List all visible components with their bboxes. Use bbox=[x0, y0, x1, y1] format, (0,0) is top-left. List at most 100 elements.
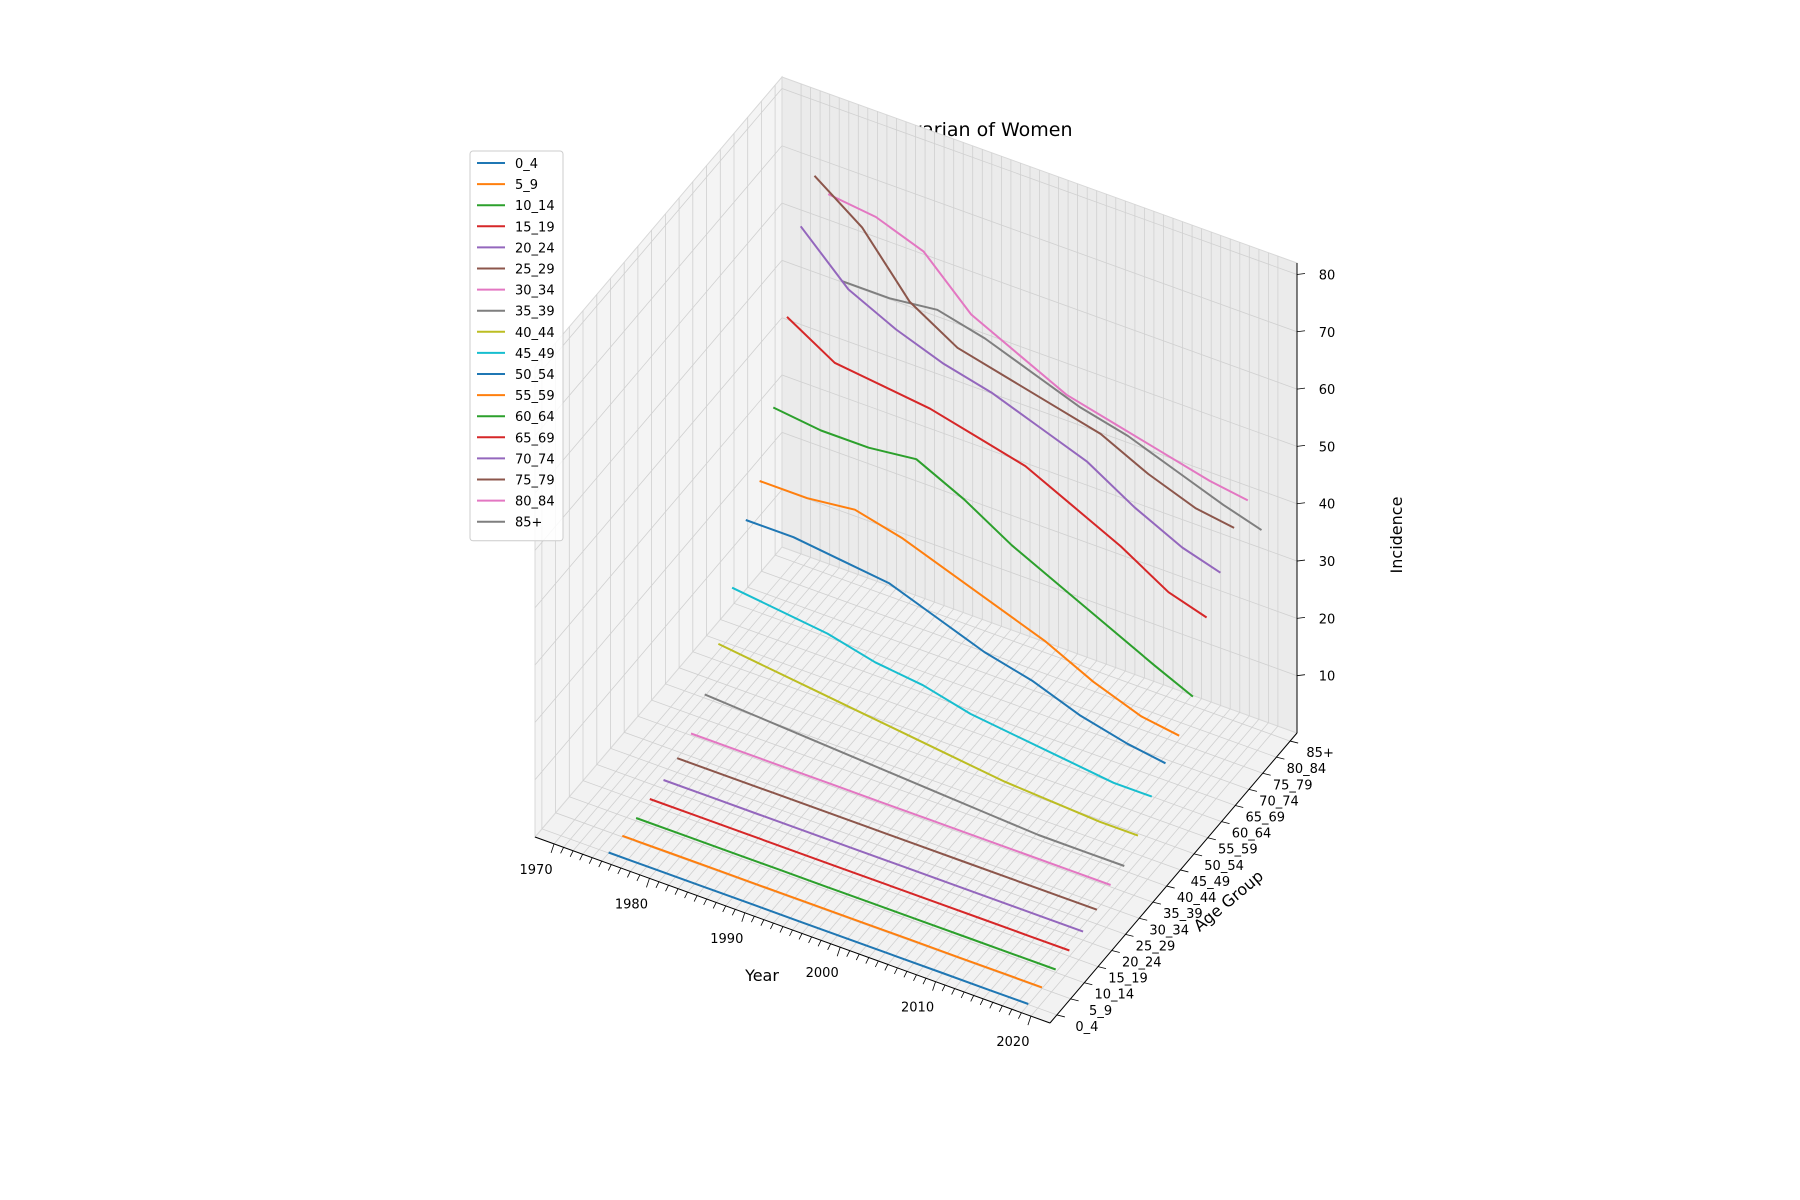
year-grid-line bbox=[677, 128, 926, 889]
legend-label: 60_64 bbox=[515, 410, 555, 425]
age-grid-line bbox=[692, 181, 1208, 839]
x-tick-mark bbox=[884, 964, 889, 971]
year-grid-line bbox=[992, 242, 1241, 1003]
series-line-35_39 bbox=[704, 693, 1125, 867]
series-line-80_84 bbox=[827, 193, 1249, 502]
year-grid-line bbox=[868, 197, 1117, 958]
year-grid-line bbox=[849, 190, 1098, 951]
y-tick-label: 0_4 bbox=[1075, 1020, 1098, 1035]
legend-label: 55_59 bbox=[515, 389, 555, 404]
y-tick-label: 40_44 bbox=[1177, 891, 1217, 906]
x-tick-mark bbox=[779, 926, 784, 933]
legend-label: 0_4 bbox=[515, 157, 538, 172]
legend-label: 70_74 bbox=[515, 452, 555, 467]
x-tick-mark bbox=[560, 847, 564, 854]
x-tick-mark bbox=[693, 895, 698, 902]
series-line-55_59 bbox=[759, 480, 1180, 737]
y-tick-label: 20_24 bbox=[1122, 956, 1162, 971]
x-tick-mark bbox=[827, 943, 832, 950]
legend-label: 80_84 bbox=[515, 495, 555, 510]
x-tick-mark bbox=[1018, 1012, 1022, 1019]
series-line-25_29 bbox=[676, 757, 1098, 911]
x-tick-mark bbox=[569, 850, 574, 857]
z-tick-mark bbox=[1296, 559, 1306, 562]
age-grid-line bbox=[623, 262, 1140, 919]
y-tick-label: 10_14 bbox=[1095, 988, 1135, 1003]
age-grid-line bbox=[582, 310, 1099, 967]
x-tick-mark bbox=[579, 854, 584, 861]
z-tick-mark bbox=[1296, 502, 1306, 505]
y-tick-label: 50_54 bbox=[1204, 859, 1244, 874]
z-tick-mark bbox=[1296, 387, 1306, 390]
y-tick-mark bbox=[1248, 789, 1258, 792]
y-tick-label: 55_59 bbox=[1218, 843, 1258, 858]
age-grid-line bbox=[733, 133, 1250, 790]
x-tick-mark bbox=[789, 929, 793, 937]
y-tick-mark bbox=[1097, 966, 1107, 969]
y-tick-label: 35_39 bbox=[1163, 907, 1203, 922]
x-tick-label: 2020 bbox=[996, 1035, 1029, 1050]
axes: 1970198019902000201020200_45_910_1415_19… bbox=[520, 263, 1336, 1050]
legend-box bbox=[469, 150, 564, 542]
year-grid-line bbox=[572, 90, 821, 852]
y-tick-mark bbox=[1193, 853, 1203, 857]
y-tick-mark bbox=[1290, 740, 1299, 744]
y-tick-mark bbox=[1152, 901, 1162, 905]
x-tick-mark bbox=[636, 874, 641, 882]
x-tick-mark bbox=[913, 974, 917, 981]
year-grid-line bbox=[706, 139, 955, 900]
z-tick-label: 20 bbox=[1319, 612, 1336, 627]
year-grid-line bbox=[858, 194, 1107, 955]
x-tick-mark bbox=[989, 1002, 994, 1009]
y-tick-mark bbox=[1070, 998, 1079, 1002]
series-line-0_4 bbox=[608, 851, 1029, 1005]
z-tick-mark bbox=[1296, 616, 1306, 619]
z-tick-label: 70 bbox=[1319, 326, 1336, 341]
y-tick-label: 60_64 bbox=[1232, 827, 1272, 842]
z-tick-label: 40 bbox=[1319, 498, 1336, 513]
series-line-5_9 bbox=[621, 834, 1043, 989]
x-tick-mark bbox=[1027, 1015, 1032, 1026]
year-grid-line bbox=[610, 104, 859, 865]
age-grid-line bbox=[665, 213, 1181, 871]
x-tick-label: 2000 bbox=[806, 966, 839, 981]
x-tick-mark bbox=[617, 867, 622, 875]
y-tick-mark bbox=[1262, 772, 1271, 776]
year-grid-line bbox=[630, 111, 878, 872]
series-line-50_54 bbox=[745, 519, 1166, 765]
year-grid-line bbox=[563, 87, 811, 848]
y-tick-label: 75_79 bbox=[1273, 778, 1313, 793]
series-line-75_79 bbox=[813, 175, 1235, 529]
y-tick-mark bbox=[1166, 885, 1175, 889]
x-tick-label: 1970 bbox=[520, 863, 553, 878]
year-grid-line bbox=[877, 201, 1126, 962]
x-tick-mark bbox=[731, 909, 736, 916]
y-tick-label: 15_19 bbox=[1108, 972, 1148, 987]
x-tick-mark bbox=[817, 940, 822, 947]
legend-label: 75_79 bbox=[515, 474, 555, 489]
x-tick-label: 2010 bbox=[901, 1001, 934, 1016]
year-grid-line bbox=[820, 180, 1069, 941]
z-tick-label: 30 bbox=[1319, 555, 1336, 570]
year-grid-line bbox=[620, 108, 869, 869]
incidence-grid-line bbox=[534, 317, 1298, 608]
incidence-grid-line bbox=[534, 259, 1298, 551]
legend-label: 65_69 bbox=[515, 431, 555, 446]
incidence-grid-line bbox=[534, 145, 1298, 437]
year-grid-line bbox=[1021, 252, 1269, 1013]
series-line-65_69 bbox=[786, 316, 1208, 619]
y-tick-mark bbox=[1276, 756, 1285, 760]
y-tick-mark bbox=[1125, 934, 1134, 937]
z-tick-label: 60 bbox=[1319, 383, 1336, 398]
data-series bbox=[608, 175, 1263, 1005]
age-grid-line bbox=[761, 101, 1277, 758]
x-tick-mark bbox=[874, 960, 879, 968]
y-tick-mark bbox=[1139, 917, 1148, 921]
y-tick-label: 5_9 bbox=[1089, 1004, 1112, 1019]
year-grid-line bbox=[954, 228, 1202, 989]
x-tick-mark bbox=[741, 912, 746, 922]
year-grid-line bbox=[916, 214, 1164, 976]
x-tick-mark bbox=[770, 922, 774, 930]
x-tick-mark bbox=[712, 902, 717, 909]
series-line-70_74 bbox=[799, 225, 1221, 574]
